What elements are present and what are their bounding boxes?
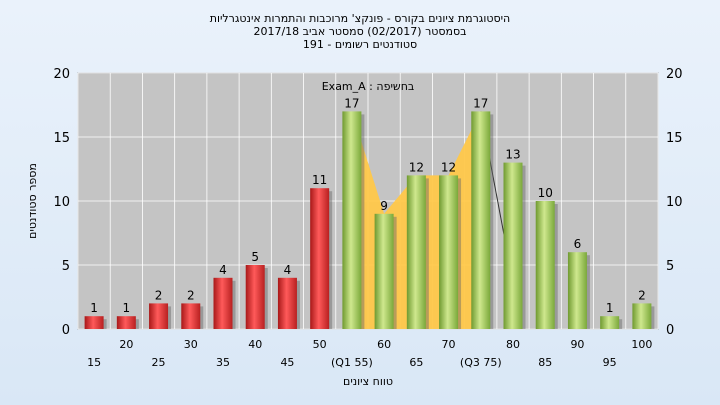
bar-value-label: 12: [441, 160, 456, 174]
histogram-bar: [213, 277, 233, 329]
histogram-bar: [84, 316, 104, 329]
y-tick-label-left: 20: [53, 67, 70, 82]
y-tick-label-left: 15: [53, 131, 70, 146]
y-tick-label-right: 10: [666, 195, 683, 210]
y-tick-label-right: 20: [666, 67, 683, 82]
histogram-bar: [342, 111, 362, 330]
histogram-bar: [149, 303, 169, 329]
bar-value-label: 11: [312, 173, 327, 187]
x-tick-label: 65: [409, 356, 423, 369]
x-tick-label: (Q1 55): [331, 356, 373, 369]
title-line-3: 191 - סטודנטים רשומים: [303, 38, 417, 51]
chart-title: היסטוגרמת ציונים בקורס - פונקצ' מרוכבות …: [210, 12, 511, 51]
x-tick-label: (Q3 75): [460, 356, 502, 369]
bar-value-label: 5: [251, 250, 259, 264]
bar-value-label: 17: [473, 96, 488, 110]
y-axis-left-ticks: 0 5 10 15 20: [53, 67, 70, 338]
x-tick-label: 20: [119, 338, 133, 351]
bar-value-label: 4: [284, 263, 292, 277]
x-tick-label: 60: [377, 338, 391, 351]
histogram-bar: [632, 303, 652, 329]
x-tick-label: 70: [442, 338, 456, 351]
x-tick-label: 35: [216, 356, 230, 369]
histogram-bar: [181, 303, 201, 329]
x-tick-label: 30: [184, 338, 198, 351]
exam-annotation: בחשיפה : Exam_A: [322, 80, 415, 93]
x-tick-label: 90: [570, 338, 584, 351]
histogram-bar: [406, 175, 426, 329]
bar-value-label: 17: [344, 96, 359, 110]
x-tick-label: 85: [538, 356, 552, 369]
histogram-bar: [374, 213, 394, 329]
x-tick-label: 50: [313, 338, 327, 351]
bar-value-label: 1: [606, 301, 614, 315]
histogram-bar: [310, 188, 330, 329]
bar-value-label: 2: [638, 288, 646, 302]
title-line-1: היסטוגרמת ציונים בקורס - פונקצ' מרוכבות …: [210, 12, 511, 25]
bar-value-label: 1: [123, 301, 131, 315]
bar-value-label: 6: [574, 237, 582, 251]
histogram-bar: [567, 252, 587, 329]
histogram-bar: [600, 316, 620, 329]
y-axis-label: מספר סטודנטים: [26, 163, 39, 239]
y-tick-label-right: 15: [666, 131, 683, 146]
title-line-2: בסמסטר (02/2017) סמסטר אביב 2017/18: [253, 25, 466, 38]
bar-value-label: 9: [380, 199, 388, 213]
x-tick-label: 40: [248, 338, 262, 351]
y-tick-label-left: 5: [62, 259, 70, 274]
x-axis-label: טווח ציונים: [343, 375, 393, 388]
x-tick-label: 15: [87, 356, 101, 369]
bar-value-label: 4: [219, 263, 227, 277]
histogram-bar: [503, 162, 523, 329]
bars: [84, 111, 655, 330]
y-axis-right-ticks: 0 5 10 15 20: [666, 67, 683, 338]
y-tick-label-right: 0: [666, 323, 674, 338]
histogram-bar: [116, 316, 136, 329]
histogram-bar: [277, 277, 297, 329]
bar-value-label: 1: [90, 301, 98, 315]
bar-value-label: 13: [505, 148, 520, 162]
x-tick-label: 100: [631, 338, 652, 351]
bar-value-label: 10: [538, 186, 553, 200]
bar-value-label: 2: [187, 288, 195, 302]
histogram-bar: [535, 201, 555, 329]
y-tick-label-right: 5: [666, 259, 674, 274]
histogram-bar: [245, 265, 265, 329]
x-tick-label: 25: [152, 356, 166, 369]
y-tick-label-left: 10: [53, 195, 70, 210]
bar-value-label: 2: [155, 288, 163, 302]
x-tick-label: 45: [280, 356, 294, 369]
x-tick-label: 95: [603, 356, 617, 369]
y-tick-label-left: 0: [62, 323, 70, 338]
bar-value-label: 12: [409, 160, 424, 174]
x-axis-ticks: 15 20 25 30 35 40 45 50 (Q1 55) 60 65 70 (Q3 75) 80 85…: [87, 338, 652, 369]
x-tick-label: 80: [506, 338, 520, 351]
histogram-bar: [439, 175, 459, 329]
histogram-bar: [471, 111, 491, 330]
